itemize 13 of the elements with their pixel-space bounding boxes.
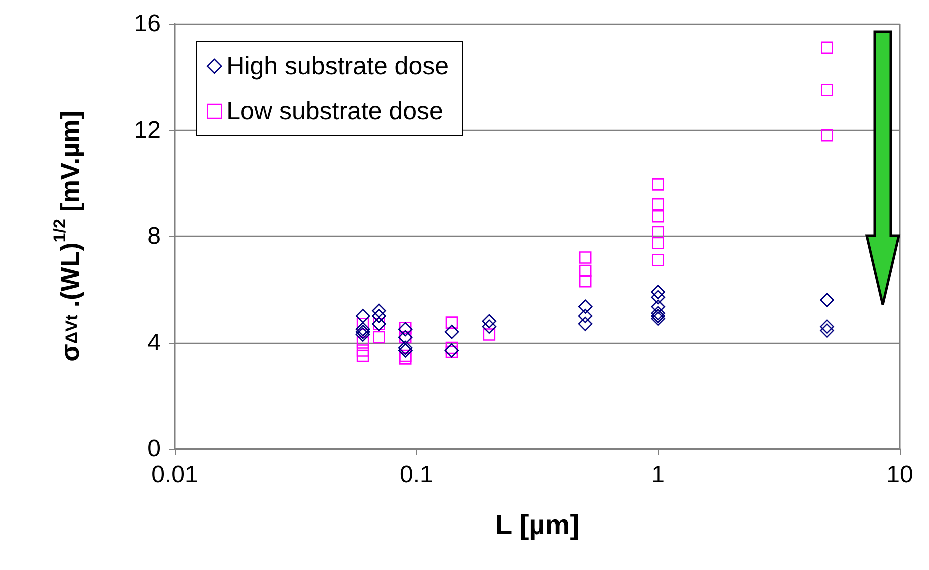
- x-tick-label: 1: [652, 462, 666, 488]
- x-tick-label: 0.01: [152, 462, 198, 488]
- y-tick-label: 16: [134, 10, 161, 38]
- legend-label: High substrate dose: [226, 52, 450, 80]
- y-tick-label: 4: [148, 329, 161, 356]
- x-tick-label: 10: [886, 462, 914, 488]
- x-axis-title: L [µm]: [495, 510, 580, 540]
- legend-label: Low substrate dose: [226, 98, 444, 126]
- y-tick-label: 0: [148, 436, 161, 462]
- y-tick-label: 8: [148, 223, 161, 250]
- y-tick-label: 12: [134, 116, 161, 144]
- y-axis-title: σΔVt .(WL)1/2 [mV.µm]: [50, 111, 85, 362]
- x-tick-label: 0.1: [400, 462, 434, 488]
